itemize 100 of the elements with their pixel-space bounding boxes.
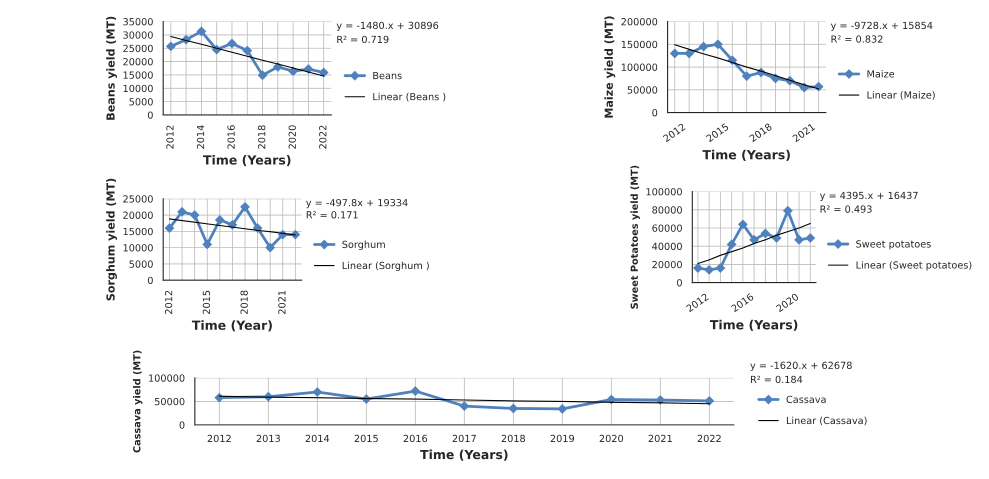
text: R² = 0.493 (820, 205, 872, 213)
y-tick-label: 20000 (123, 212, 153, 219)
x-tick-label: 2019 (550, 434, 574, 442)
y-tick-label: 0 (148, 276, 153, 284)
point (312, 387, 322, 397)
y-axis-title: Sorghum yield (MT) (106, 178, 117, 300)
point (318, 68, 329, 78)
point (698, 42, 708, 52)
x-axis-title: Time (Years) (203, 154, 290, 166)
point (258, 70, 268, 80)
point (749, 234, 760, 245)
text: R² = 0.719 (337, 36, 388, 44)
point (557, 404, 568, 414)
y-tick-label: 5000 (129, 260, 153, 268)
point (242, 46, 252, 56)
y-tick-label: 25000 (123, 195, 153, 203)
legend-label: Sorghum (342, 240, 385, 250)
x-tick-label: 2017 (452, 434, 476, 442)
x-tick-label: 2016 (404, 434, 428, 442)
x-tick-label: 2013 (256, 434, 280, 442)
legend-label: Cassava (786, 396, 826, 404)
point (214, 215, 225, 225)
point (508, 404, 518, 414)
x-tick-label: 2016 (227, 125, 235, 149)
y-tick-label: 60000 (652, 224, 682, 232)
y-tick-label: 0 (180, 421, 184, 429)
y-tick-label: 15000 (124, 228, 153, 236)
x-tick-label: 2021 (648, 434, 672, 442)
x-tick-label: 2012 (166, 126, 174, 149)
y-tick-label: 50000 (154, 398, 184, 406)
legend-label: Linear (Beans ) (373, 92, 446, 102)
text: R² = 0.184 (750, 376, 802, 384)
legend-label: Linear (Maize) (867, 91, 935, 100)
text: y = 4395.x + 16437 (820, 192, 918, 202)
point (782, 206, 793, 216)
x-tick-label: 2018 (258, 125, 266, 149)
text: R² = 0.832 (832, 35, 882, 43)
y-tick-label: 35000 (123, 18, 153, 26)
point (177, 206, 187, 217)
x-tick-label: 2018 (502, 434, 526, 442)
x-tick-label: 2012 (164, 290, 172, 314)
y-tick-label: 0 (652, 109, 658, 116)
point (240, 202, 250, 212)
point (459, 401, 470, 412)
point (670, 48, 680, 58)
text: y = -1480.x + 30896 (336, 22, 438, 31)
y-tick-label: 150000 (622, 40, 658, 48)
point (164, 223, 174, 234)
y-tick-label: 10000 (124, 244, 153, 252)
point (166, 41, 176, 52)
y-tick-label: 100000 (646, 188, 682, 196)
y-axis-title: Maize yield (MT) (604, 16, 616, 118)
point (726, 239, 737, 250)
point (794, 234, 804, 245)
point (190, 210, 200, 220)
x-tick-label: 2020 (288, 125, 296, 149)
legend-label: Linear (Sweet potatoes) (856, 261, 972, 271)
y-tick-label: 0 (148, 111, 153, 119)
legend-label: Sweet potatoes (856, 240, 931, 250)
y-tick-label: 15000 (124, 71, 153, 79)
y-tick-label: 20000 (123, 58, 153, 66)
point (742, 71, 752, 82)
y-axis-title: Sweet Potatoes yield (MT) (630, 166, 640, 309)
legend-label: Linear (Cassava) (786, 416, 867, 426)
point (410, 386, 420, 396)
x-tick-label: 2018 (240, 290, 248, 314)
x-tick-label: 2012 (208, 434, 231, 442)
x-tick-label: 2022 (698, 434, 721, 442)
y-tick-label: 30000 (123, 31, 153, 39)
point (805, 233, 816, 243)
x-axis-title: Time (Years) (420, 450, 508, 461)
x-tick-label: 2015 (354, 434, 378, 442)
text: R² = 0.171 (306, 211, 358, 219)
y-tick-label: 25000 (123, 44, 153, 52)
point (693, 263, 703, 273)
x-axis-title: Time (Year) (192, 320, 272, 332)
y-tick-label: 50000 (628, 86, 658, 94)
point (202, 239, 212, 250)
point (704, 396, 714, 406)
x-axis-title: Time (Years) (702, 150, 790, 161)
text: y = -9728.x + 15854 (830, 22, 932, 31)
x-tick-label: 2015 (202, 290, 210, 314)
y-tick-label: 80000 (652, 206, 682, 214)
point (606, 394, 616, 404)
x-tick-label: 2014 (196, 125, 204, 149)
point (684, 48, 694, 58)
point (704, 264, 714, 275)
point (760, 228, 770, 238)
y-tick-label: 5000 (129, 98, 153, 106)
y-tick-label: 200000 (621, 18, 658, 26)
text: y = -497.8x + 19334 (306, 198, 408, 208)
y-tick-label: 10000 (124, 84, 153, 92)
x-tick-label: 2021 (278, 290, 286, 314)
y-tick-label: 100000 (622, 64, 658, 71)
x-axis-title: Time (Years) (710, 320, 798, 331)
y-tick-label: 0 (677, 279, 682, 286)
y-axis-title: Beans yield (MT) (106, 16, 117, 120)
x-tick-label: 2020 (600, 434, 624, 442)
point (713, 39, 723, 50)
point (715, 263, 726, 273)
